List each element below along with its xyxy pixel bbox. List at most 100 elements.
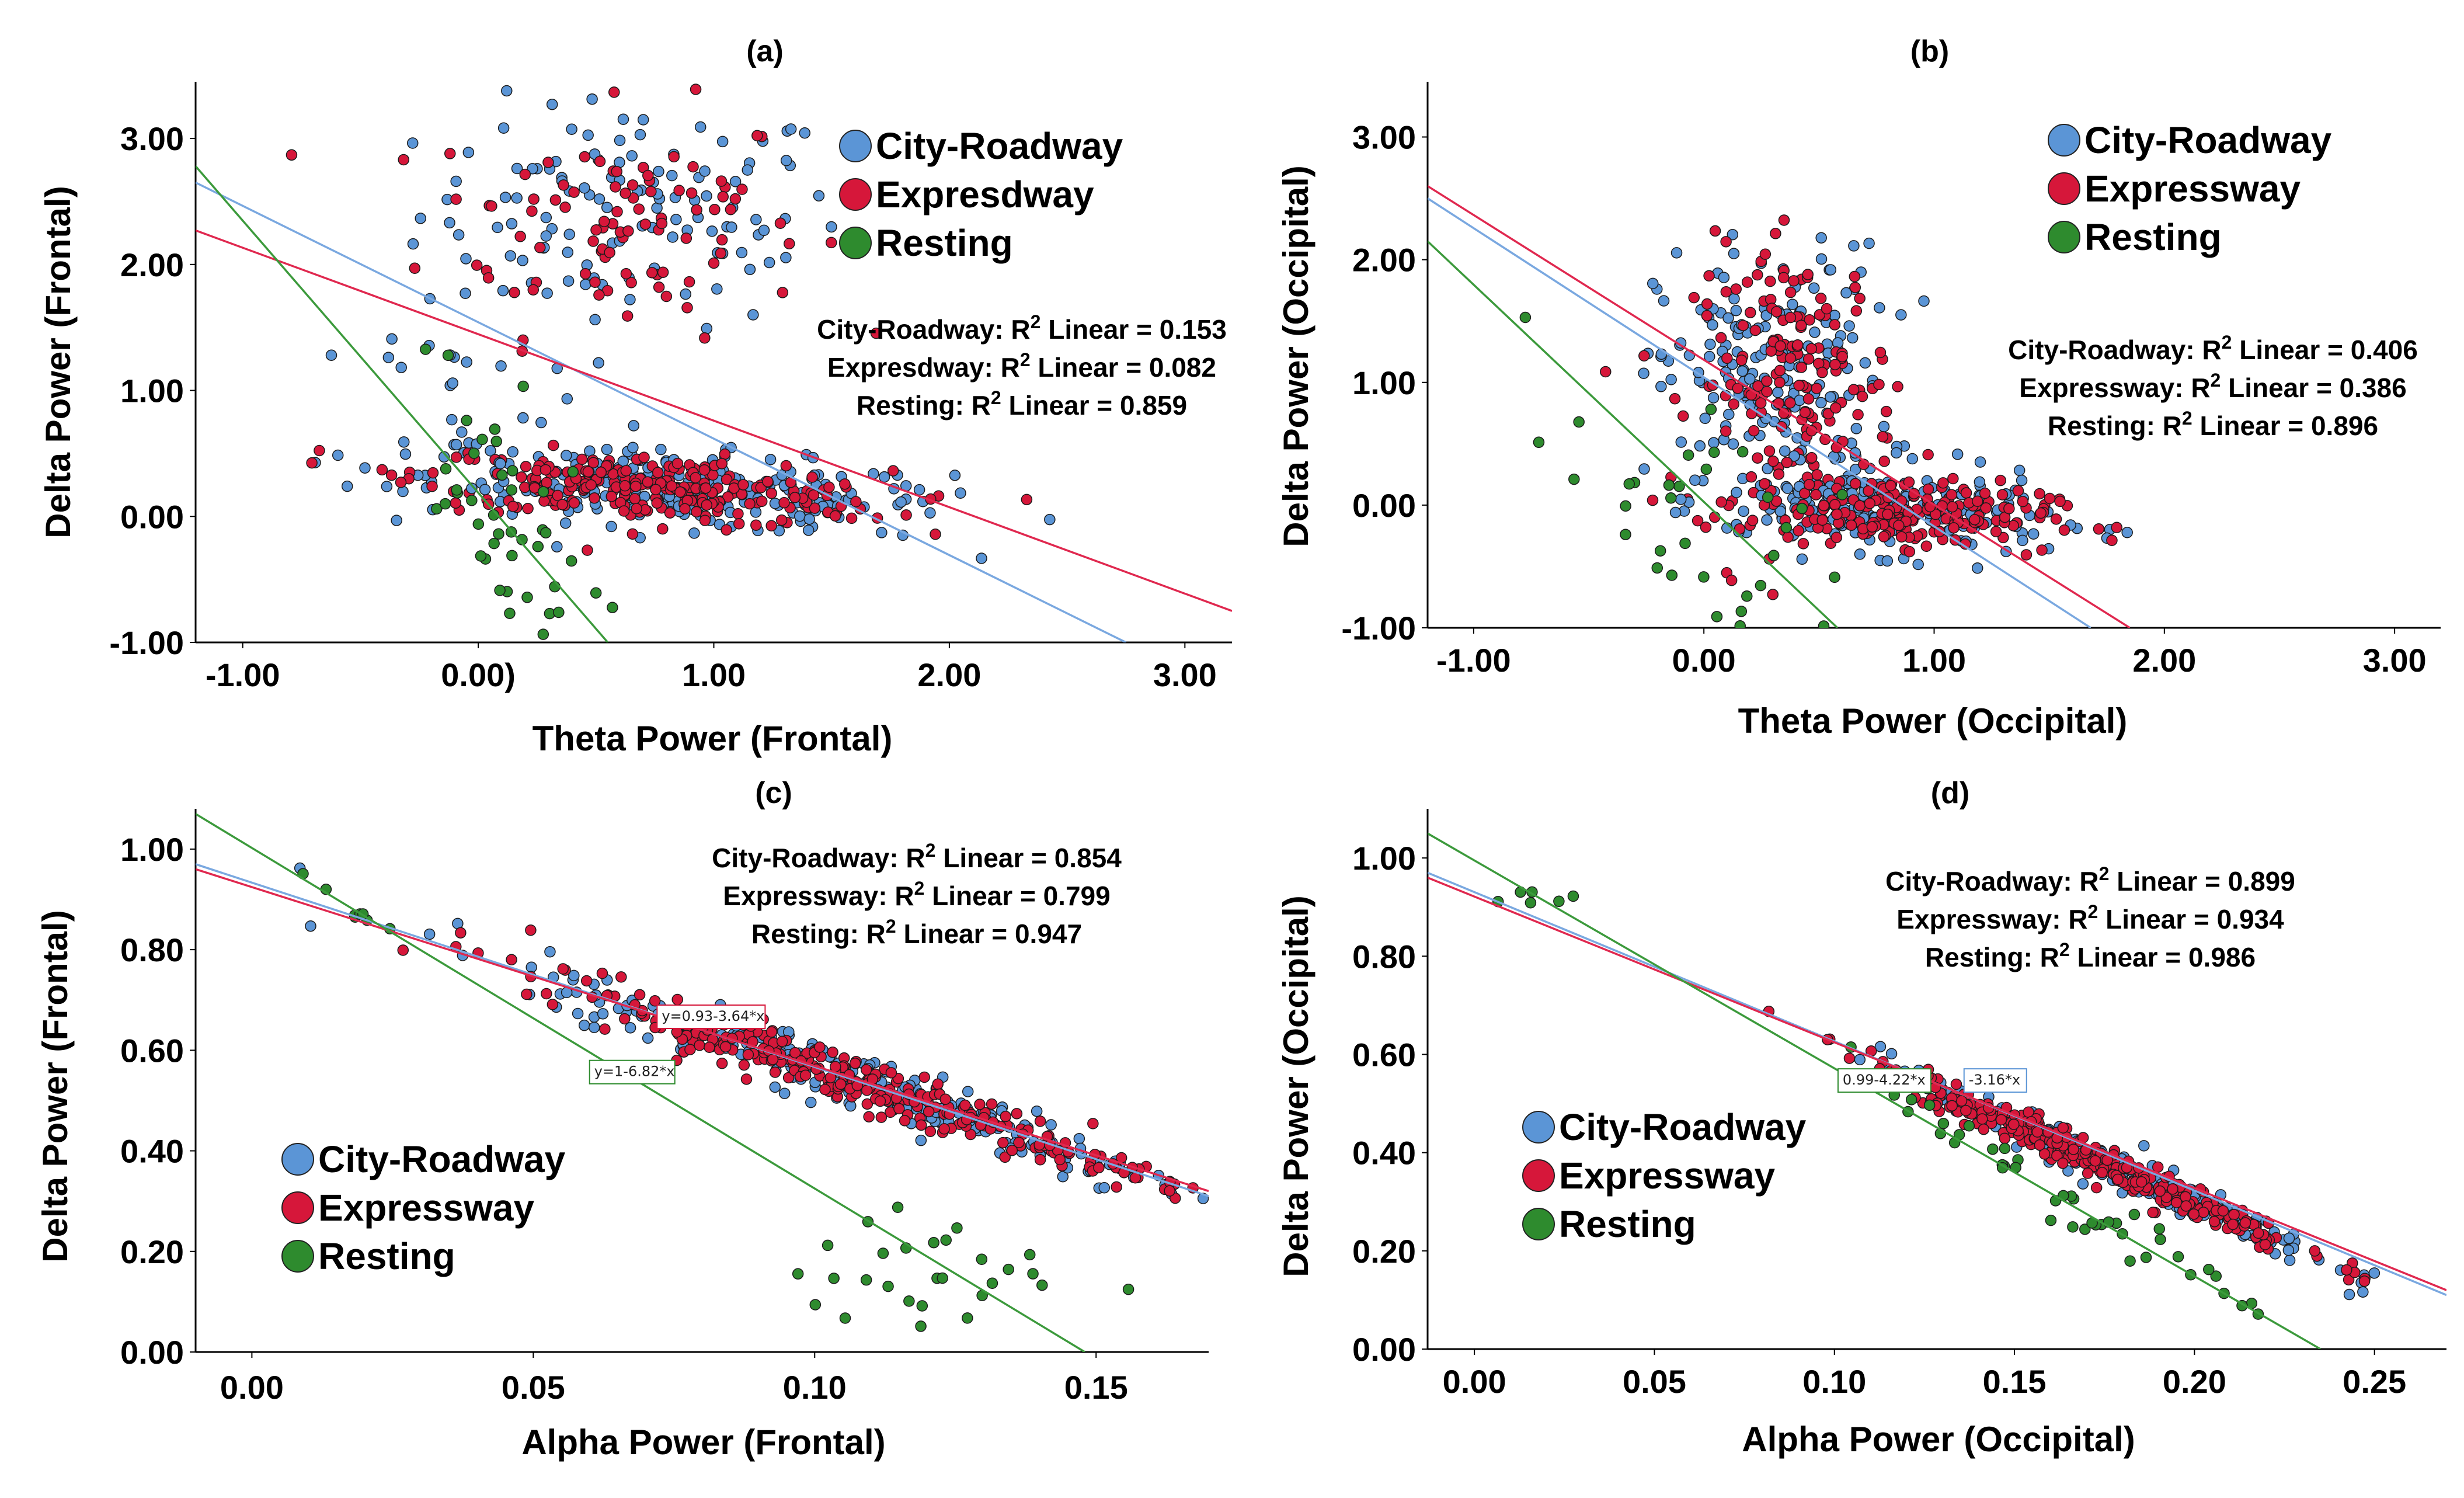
data-point-city-roadway: [2013, 464, 2026, 477]
data-point-resting: [1533, 436, 1545, 449]
data-point-expressway: [1765, 345, 1777, 357]
data-point-expresdway: [620, 465, 632, 477]
data-point-city-roadway: [651, 202, 663, 214]
r-squared-label: City-Roadway: R: [712, 843, 925, 873]
data-point-resting: [506, 550, 518, 562]
x-tick-label: 0.10: [1802, 1363, 1866, 1400]
data-point-city-roadway: [1031, 1105, 1043, 1117]
data-point-city-roadway: [742, 164, 753, 176]
r-squared-superscript: 2: [2182, 408, 2192, 429]
data-point-expresdway: [547, 439, 559, 451]
data-point-expresdway: [691, 204, 702, 216]
data-point-expresdway: [809, 502, 821, 514]
data-point-city-roadway: [763, 256, 775, 269]
data-point-expressway: [694, 1040, 705, 1051]
legend-marker: [2048, 172, 2080, 205]
data-point-expressway: [1930, 508, 1941, 520]
data-point-city-roadway: [382, 352, 395, 363]
data-point-resting: [1567, 890, 1579, 902]
data-point-expressway: [1700, 521, 1712, 533]
data-point-expresdway: [638, 451, 650, 463]
data-point-expressway: [1885, 479, 1896, 492]
data-point-resting: [1711, 611, 1723, 623]
data-point-expresdway: [681, 302, 693, 314]
data-point-city-roadway: [2343, 1288, 2355, 1301]
y-tick-label: 2.00: [1352, 242, 1416, 279]
legend-marker: [1522, 1208, 1555, 1240]
data-point-expressway: [2228, 1208, 2240, 1221]
data-point-resting: [1796, 502, 1808, 515]
data-point-expressway: [1920, 540, 1933, 552]
data-point-city-roadway: [1787, 298, 1798, 310]
data-point-expresdway: [519, 481, 531, 493]
data-point-expressway: [2198, 1207, 2209, 1218]
x-axis-title: Alpha Power (Occipital): [1742, 1420, 2135, 1459]
data-point-expressway: [1816, 514, 1828, 526]
data-point-expresdway: [775, 514, 788, 526]
y-axis-title: Delta Power (Frontal): [36, 910, 75, 1262]
data-point-expressway: [1770, 305, 1783, 318]
data-point-expressway: [2259, 1239, 2271, 1250]
data-point-expressway: [1999, 1132, 2011, 1144]
data-point-city-roadway: [572, 1007, 584, 1020]
data-point-expressway: [2034, 1139, 2046, 1151]
data-point-city-roadway: [2016, 474, 2028, 486]
data-point-expressway: [580, 975, 593, 987]
legend-label: Expressway: [318, 1187, 534, 1229]
x-tick-label: 0.05: [1623, 1363, 1686, 1400]
data-point-expresdway: [619, 480, 631, 492]
data-point-city-roadway: [813, 190, 825, 201]
data-point-expressway: [1788, 275, 1800, 287]
data-point-city-roadway: [1874, 302, 1885, 314]
data-point-expressway: [999, 1151, 1011, 1163]
data-point-expressway: [814, 1041, 826, 1053]
data-point-expressway: [1720, 425, 1732, 437]
data-point-expresdway: [286, 149, 298, 161]
data-point-expresdway: [717, 191, 729, 203]
fit-line-expressway: [196, 868, 1209, 1193]
data-point-city-roadway: [1918, 295, 1930, 307]
data-point-expresdway: [808, 489, 820, 501]
panel-title: (a): [746, 34, 784, 68]
data-point-city-roadway: [1974, 456, 1986, 468]
data-point-expressway: [2036, 544, 2048, 556]
data-point-expresdway: [722, 491, 734, 503]
data-point-expressway: [1755, 397, 1767, 409]
legend-marker: [839, 227, 872, 259]
data-point-city-roadway: [415, 213, 427, 224]
data-point-expressway: [1866, 521, 1878, 533]
data-point-city-roadway: [453, 229, 465, 241]
data-point-expressway: [1955, 1095, 1968, 1107]
x-tick-label: -1.00: [1436, 642, 1511, 679]
r-squared-label: City-Roadway: R: [817, 314, 1030, 345]
data-point-expressway: [1976, 1113, 1988, 1125]
data-point-resting: [2140, 1252, 2152, 1263]
data-point-expressway: [1811, 383, 1822, 394]
data-point-city-roadway: [769, 1081, 781, 1093]
data-point-city-roadway: [1971, 562, 1983, 574]
data-point-expressway: [959, 1099, 971, 1111]
data-point-expressway: [1752, 380, 1764, 392]
data-point-city-roadway: [1840, 287, 1852, 299]
data-point-expressway: [1854, 500, 1866, 512]
data-point-expresdway: [780, 460, 792, 472]
data-point-expressway: [932, 1078, 944, 1090]
data-point-city-roadway: [444, 217, 455, 229]
data-point-expressway: [2239, 1217, 2251, 1229]
data-point-city-roadway: [1658, 295, 1670, 307]
data-point-expresdway: [709, 203, 721, 216]
data-point-expressway: [834, 1078, 847, 1090]
data-point-resting: [976, 1253, 988, 1266]
data-point-expresdway: [605, 491, 617, 502]
data-point-expresdway: [306, 457, 318, 469]
data-point-city-roadway: [1906, 453, 1919, 465]
y-tick-label: 0.20: [120, 1233, 184, 1270]
r-squared-label: Expressway: R: [723, 881, 914, 911]
data-point-city-roadway: [744, 263, 756, 276]
data-point-city-roadway: [1912, 558, 1924, 571]
equation-label: y=0.93-3.64*x: [656, 1004, 766, 1029]
data-point-city-roadway: [588, 1021, 600, 1034]
data-point-city-roadway: [2027, 528, 2040, 540]
data-point-city-roadway: [479, 484, 491, 495]
data-point-expressway: [547, 999, 559, 1010]
